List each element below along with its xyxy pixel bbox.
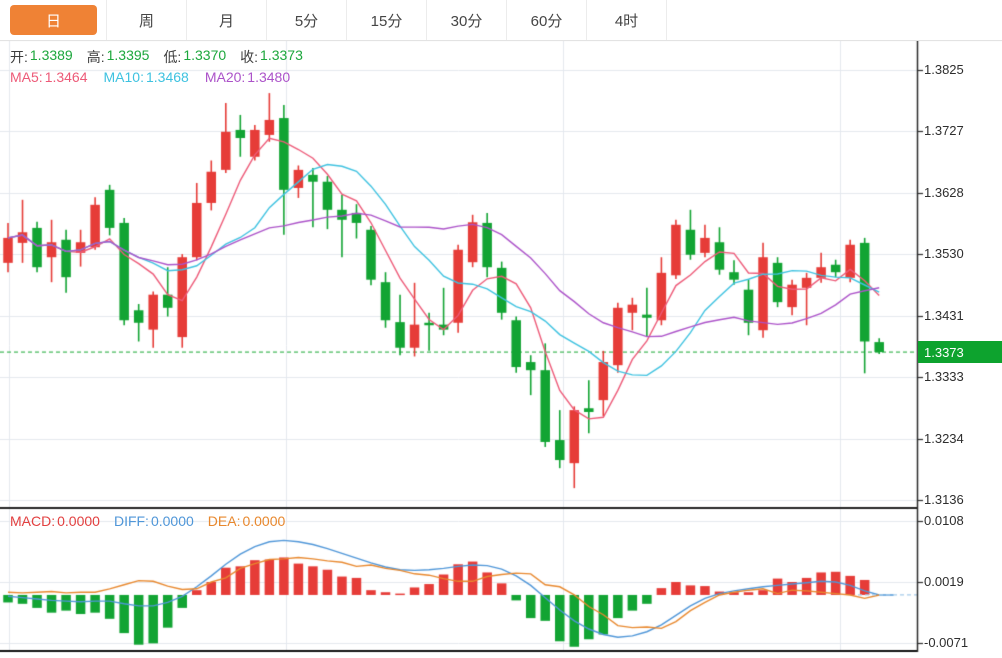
dea-label: DEA: [207, 513, 241, 529]
close-value: 1.3373 [260, 47, 303, 63]
y-axis-label: 1.3628 [924, 185, 964, 200]
ma20-value: 1.3480 [247, 69, 291, 85]
tab-label: 周 [138, 12, 154, 30]
tab-label: 4时 [614, 12, 639, 30]
tab-label: 60分 [530, 12, 563, 30]
y-axis-label: 0.0019 [924, 574, 964, 589]
ma10-value: 1.3468 [145, 69, 189, 85]
ohlc-readout: 开: 1.3389 高: 1.3395 低: 1.3370 收: 1.3373 [10, 47, 303, 67]
high-label: 高: [86, 49, 105, 65]
open-value: 1.3389 [29, 47, 73, 63]
tab-30min[interactable]: 30分 [427, 0, 507, 40]
ma10-label: MA10: [103, 69, 144, 85]
tab-day[interactable]: 日 [0, 0, 107, 40]
y-axis-label: 1.3727 [924, 123, 964, 138]
tab-4hour[interactable]: 4时 [587, 0, 667, 40]
diff-value: 0.0000 [150, 513, 194, 529]
macd-label: MACD: [10, 513, 56, 529]
dea-value: 0.0000 [242, 513, 286, 529]
y-axis-label: -0.0071 [924, 635, 969, 650]
close-label: 收: [240, 49, 259, 65]
tab-day-active-pill: 日 [10, 5, 97, 35]
ma20-label: MA20: [204, 69, 246, 85]
y-axis-label: 1.3825 [924, 62, 964, 77]
low-label: 低: [163, 49, 182, 65]
open-label: 开: [10, 49, 28, 65]
high-value: 1.3395 [106, 47, 150, 63]
timeframe-tabbar: 日 周 月 5分 15分 30分 60分 4时 [0, 0, 1002, 41]
y-axis-label: 1.3234 [924, 431, 964, 446]
current-price-value: 1.3373 [924, 344, 964, 360]
ma5-label: MA5: [10, 69, 43, 85]
y-axis-label: 1.3333 [924, 369, 964, 384]
tab-month[interactable]: 月 [187, 0, 267, 40]
tab-week[interactable]: 周 [107, 0, 187, 40]
y-axis-label: 1.3530 [924, 246, 964, 261]
ma-readout: MA5: 1.3464 MA10: 1.3468 MA20: 1.3480 [10, 69, 290, 85]
diff-label: DIFF: [113, 513, 149, 529]
y-axis-label: 1.3431 [924, 308, 964, 323]
y-axis-label: 0.0108 [924, 513, 964, 528]
current-price-tag: 1.3373 [918, 341, 1002, 363]
tab-label: 30分 [450, 12, 483, 30]
tab-label: 月 [218, 12, 234, 30]
tab-label: 日 [45, 12, 61, 30]
tab-5min[interactable]: 5分 [267, 0, 347, 40]
tab-60min[interactable]: 60分 [507, 0, 587, 40]
low-value: 1.3370 [183, 47, 227, 63]
y-axis-label: 1.3136 [924, 492, 964, 507]
macd-readout: MACD: 0.0000 DIFF: 0.0000 DEA: 0.0000 [10, 513, 285, 529]
tab-label: 5分 [294, 12, 319, 30]
macd-value: 0.0000 [57, 513, 100, 529]
tab-label: 15分 [370, 12, 403, 30]
ma5-value: 1.3464 [44, 69, 88, 85]
tab-15min[interactable]: 15分 [347, 0, 427, 40]
